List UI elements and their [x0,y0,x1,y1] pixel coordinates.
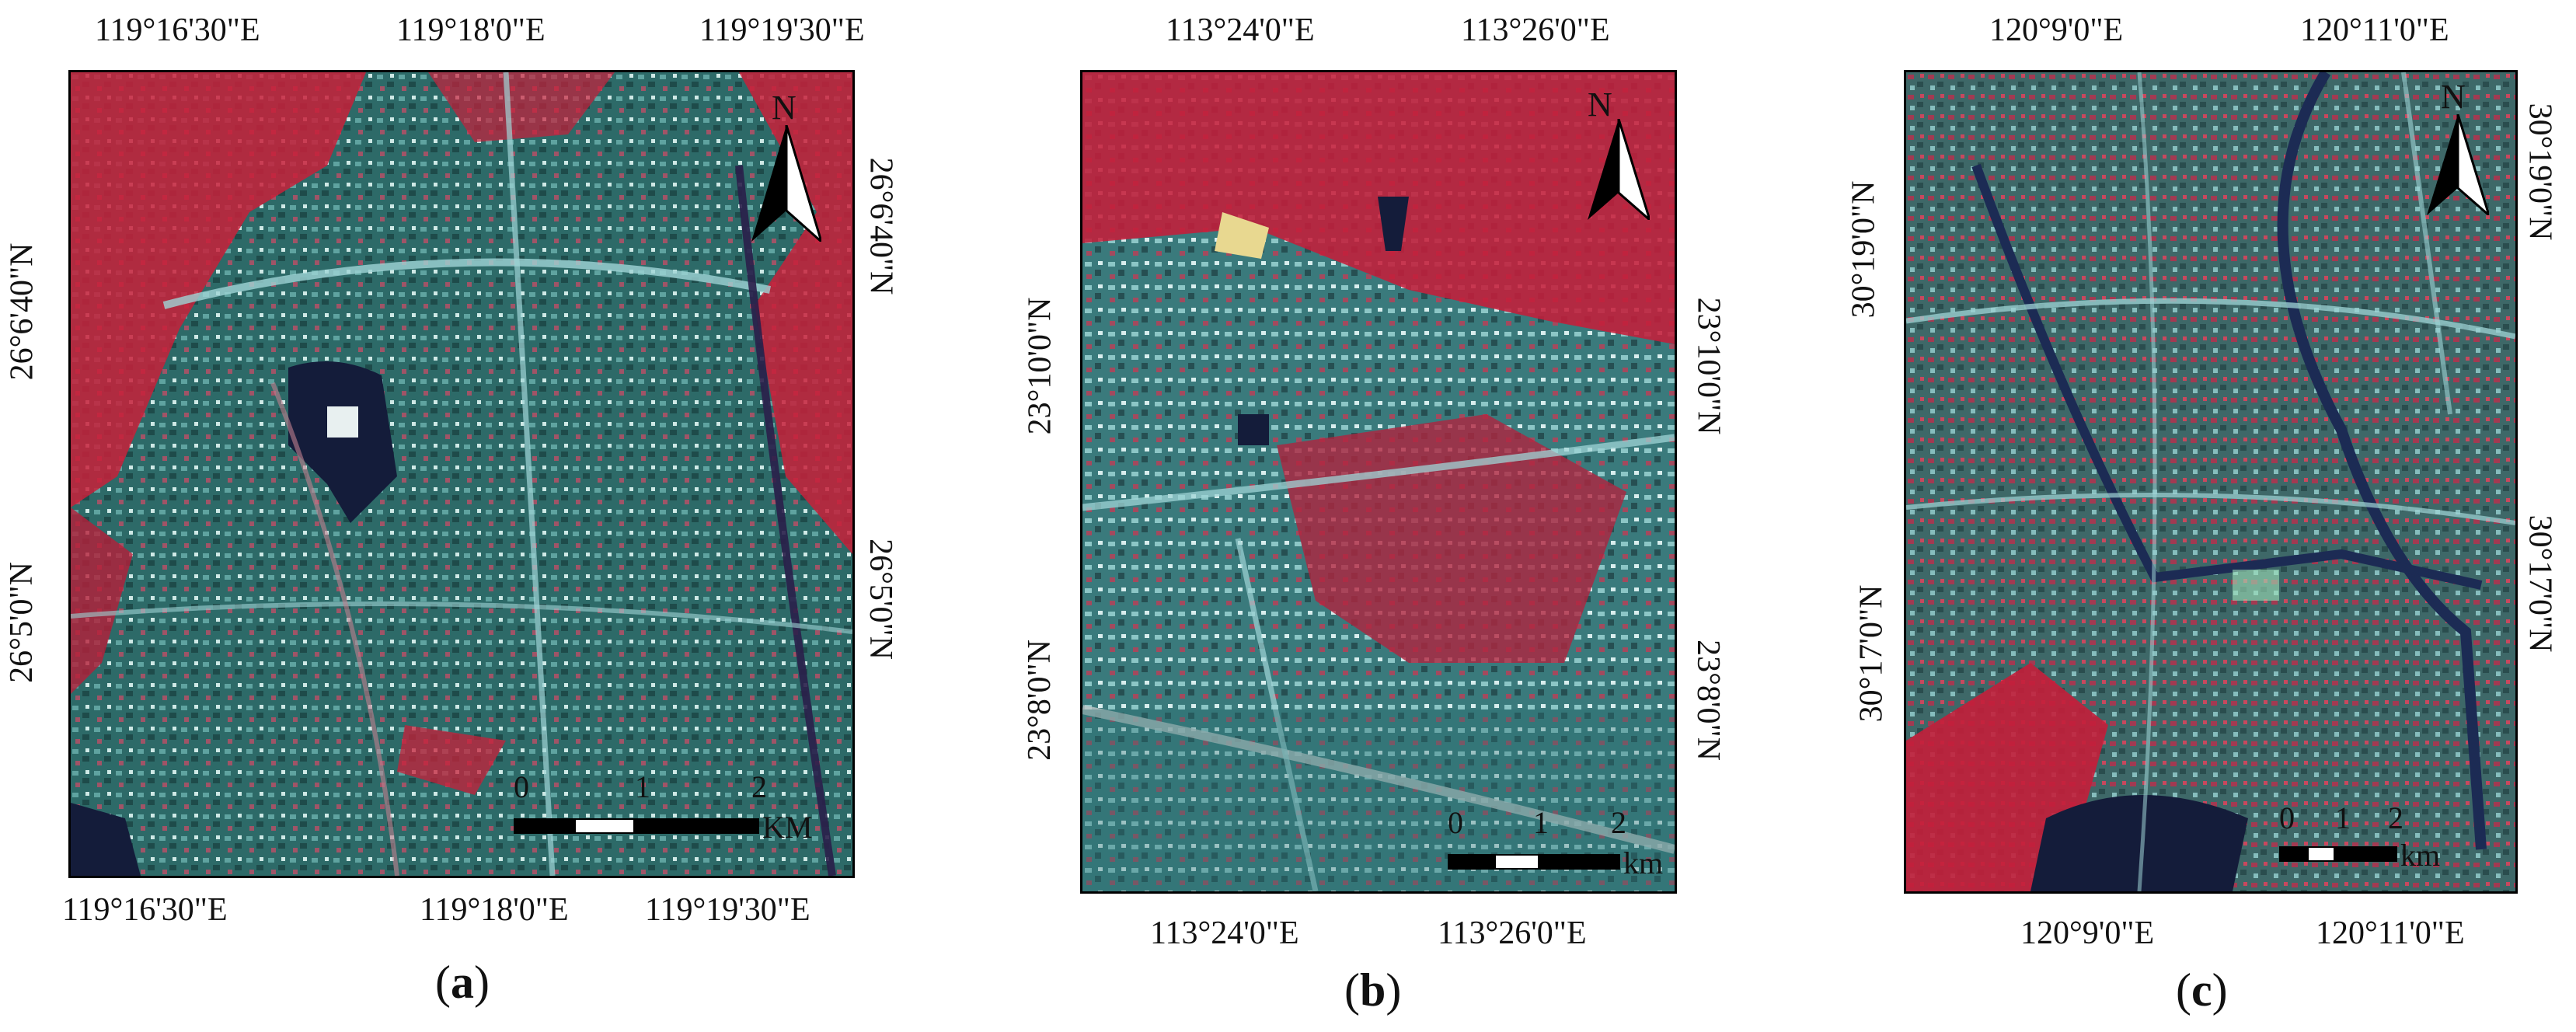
scale-number: 1 [1533,805,1549,840]
north-arrow-icon [1588,119,1650,220]
false-color-imagery [71,72,852,876]
bottom-longitude-label: 120°9'0"E [2020,915,2155,951]
false-color-imagery [1082,72,1675,891]
scale-number: 0 [1448,805,1463,840]
scale-number: 0 [2279,800,2295,835]
scale-number: 1 [635,769,650,804]
right-latitude-label: 26°5'0"N [862,539,898,660]
scale-number: 2 [2388,800,2403,835]
scale-number: 2 [1611,805,1626,840]
right-latitude-label: 30°17'0"N [2522,514,2558,653]
north-arrow-icon [2427,114,2489,215]
scale-number: 0 [514,769,529,804]
top-longitude-label: 120°9'0"E [1989,12,2124,48]
left-latitude-label: 23°10'0"N [1022,297,1058,435]
right-latitude-label: 23°10'0"N [1690,297,1727,435]
satellite-image-b: N 0 1 2 km [1080,70,1677,894]
bottom-longitude-label: 113°26'0"E [1438,915,1587,951]
bottom-longitude-label: 119°19'30"E [645,892,810,928]
scale-bar: 0 1 2 km [1448,807,1673,885]
north-letter: N [1588,85,1612,124]
top-longitude-label: 119°19'30"E [699,12,865,48]
top-longitude-label: 119°16'30"E [95,12,260,48]
top-longitude-label: 113°24'0"E [1166,12,1315,48]
satellite-image-c: N 0 1 2 km [1904,70,2518,894]
satellite-image-a: N 0 1 2 KM [68,70,855,878]
left-latitude-label: 26°5'0"N [3,562,40,683]
bottom-longitude-label: 119°16'30"E [62,892,228,928]
right-latitude-label: 23°8'0"N [1689,640,1726,761]
scale-bar: 0 1 2 km [2279,803,2512,880]
north-arrow: N [2427,80,2489,220]
bottom-longitude-label: 120°11'0"E [2316,915,2465,951]
north-arrow-icon [751,125,821,242]
top-longitude-label: 120°11'0"E [2300,12,2449,48]
scale-number: 1 [2335,800,2351,835]
left-latitude-label: 26°6'40"N [4,242,40,381]
north-letter: N [2441,78,2466,116]
left-latitude-label: 30°19'0"N [1846,180,1882,319]
right-latitude-label: 26°6'40"N [863,157,899,295]
north-letter: N [772,89,797,127]
scale-number: 2 [751,769,767,804]
scale-unit: KM [762,810,813,845]
false-color-imagery [1906,72,2515,891]
top-longitude-label: 119°18'0"E [396,12,546,48]
top-longitude-label: 113°26'0"E [1461,12,1610,48]
bottom-longitude-label: 119°18'0"E [420,892,569,928]
panel-caption: (c) [2176,964,2228,1016]
scale-bar: 0 1 2 KM [506,772,848,865]
left-latitude-label: 23°8'0"N [1021,640,1058,761]
north-arrow: N [1588,88,1650,220]
right-latitude-label: 30°19'0"N [2522,103,2558,241]
bottom-longitude-label: 113°24'0"E [1150,915,1299,951]
scale-unit: km [2400,838,2441,873]
left-latitude-label: 30°17'0"N [1853,584,1890,723]
scale-unit: km [1623,845,1664,880]
panel-caption: (a) [435,957,490,1008]
north-arrow: N [751,89,821,242]
panel-caption: (b) [1344,964,1402,1016]
